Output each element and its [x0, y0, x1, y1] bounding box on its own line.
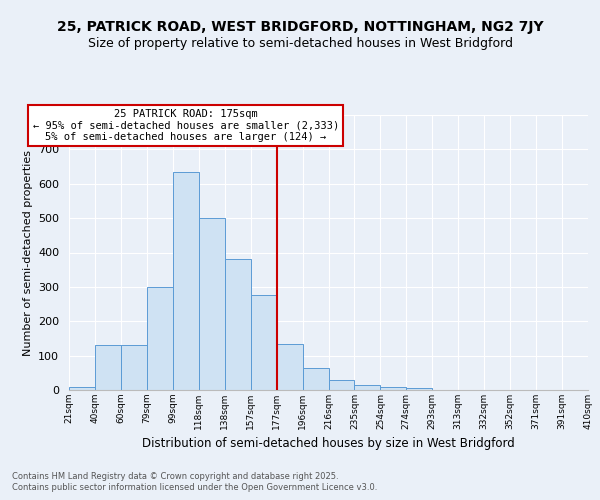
Y-axis label: Number of semi-detached properties: Number of semi-detached properties: [23, 150, 32, 356]
Bar: [199, 218, 224, 390]
Bar: [329, 380, 355, 390]
Text: Contains HM Land Registry data © Crown copyright and database right 2025.: Contains HM Land Registry data © Crown c…: [12, 472, 338, 481]
Bar: [147, 287, 173, 390]
Bar: [355, 385, 380, 390]
Bar: [121, 346, 147, 390]
Text: 25 PATRICK ROAD: 175sqm
← 95% of semi-detached houses are smaller (2,333)
5% of : 25 PATRICK ROAD: 175sqm ← 95% of semi-de…: [32, 108, 339, 142]
Text: 25, PATRICK ROAD, WEST BRIDGFORD, NOTTINGHAM, NG2 7JY: 25, PATRICK ROAD, WEST BRIDGFORD, NOTTIN…: [56, 20, 544, 34]
X-axis label: Distribution of semi-detached houses by size in West Bridgford: Distribution of semi-detached houses by …: [142, 438, 515, 450]
Text: Contains public sector information licensed under the Open Government Licence v3: Contains public sector information licen…: [12, 484, 377, 492]
Bar: [225, 260, 251, 390]
Bar: [380, 386, 406, 390]
Bar: [277, 344, 302, 390]
Text: Size of property relative to semi-detached houses in West Bridgford: Size of property relative to semi-detach…: [88, 38, 512, 51]
Bar: [95, 346, 121, 390]
Bar: [406, 388, 432, 390]
Bar: [302, 368, 329, 390]
Bar: [173, 172, 199, 390]
Bar: [251, 296, 277, 390]
Bar: [69, 386, 95, 390]
